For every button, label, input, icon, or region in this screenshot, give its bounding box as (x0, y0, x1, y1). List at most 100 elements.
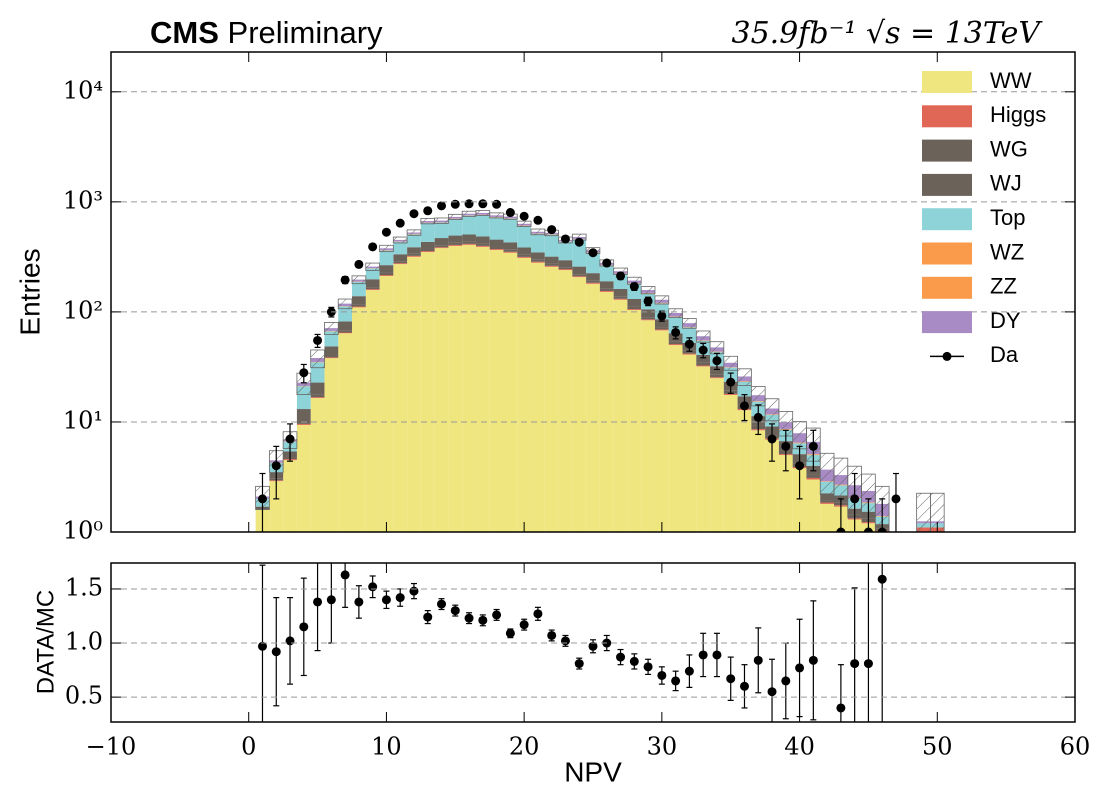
data-point (767, 687, 777, 697)
bar-segment (517, 247, 532, 255)
bar-segment (475, 236, 490, 244)
bar-segment (475, 245, 490, 247)
bar-segment (338, 321, 352, 331)
bar-segment (434, 248, 449, 532)
bar-segment (544, 256, 559, 264)
data-point (519, 211, 529, 221)
x-tick-label: 50 (922, 733, 953, 761)
bar-segment (420, 252, 435, 532)
bar-segment (324, 358, 339, 532)
data-point (423, 206, 433, 216)
data-point (671, 676, 681, 686)
data-point (409, 586, 419, 596)
y-tick-label: 1.5 (65, 573, 103, 601)
bar-segment (420, 248, 435, 252)
data-point (313, 335, 323, 345)
bar-segment (641, 320, 655, 532)
bar-segment (283, 460, 297, 532)
uncertainty-band (640, 286, 656, 295)
bar-segment (806, 474, 821, 478)
bar-segment (641, 317, 655, 320)
data-point (808, 441, 818, 451)
bar-segment (517, 256, 532, 258)
data-point (354, 597, 364, 607)
bar-segment (710, 374, 724, 378)
bar-segment (296, 423, 311, 425)
data-point (547, 225, 557, 235)
data-point (519, 620, 529, 630)
bar-segment (613, 298, 628, 300)
uncertainty-band (365, 262, 380, 271)
bar-segment (599, 281, 614, 289)
bar-segment (517, 257, 532, 532)
uncertainty-band (489, 212, 504, 219)
uncertainty-band (764, 398, 780, 422)
bar-segment (462, 215, 476, 235)
data-point (877, 574, 887, 584)
data-point (437, 599, 447, 609)
data-point (698, 345, 708, 355)
bar-segment (352, 306, 366, 308)
x-axis-label: NPV (564, 756, 622, 787)
uncertainty-band (833, 457, 849, 502)
bar-segment (558, 241, 573, 261)
bar-segment (352, 307, 366, 532)
data-point (478, 199, 488, 209)
data-point (271, 647, 281, 657)
data-point (381, 595, 391, 605)
y-tick-label: 10⁴ (63, 76, 103, 104)
data-point (450, 606, 460, 616)
bar-segment (352, 281, 366, 297)
bar-segment (393, 264, 408, 532)
data-point (588, 641, 598, 651)
data-point (671, 327, 681, 337)
uncertainty-band (819, 452, 835, 495)
data-point (753, 655, 763, 665)
uncertainty-band (695, 330, 711, 343)
bar-segment (475, 243, 490, 246)
x-tick-label: 20 (509, 733, 540, 761)
bar-segment (778, 455, 793, 532)
bar-segment (641, 309, 655, 318)
data-point (395, 593, 405, 603)
y-axis-label: Entries (14, 248, 45, 335)
bar-segment (420, 241, 435, 249)
uncertainty-band (379, 244, 394, 253)
uncertainty-band (420, 217, 436, 225)
data-point (767, 434, 777, 444)
bar-segment (682, 327, 697, 343)
bar-segment (365, 287, 380, 290)
data-point (698, 650, 708, 660)
bar-segment (448, 218, 463, 236)
bar-segment (531, 252, 545, 260)
bar-segment (379, 275, 394, 276)
data-point (643, 662, 653, 672)
uncertainty-band (916, 492, 931, 532)
legend-label: DY (990, 308, 1021, 333)
bar-segment (710, 378, 724, 532)
data-point (313, 597, 323, 607)
bar-segment (434, 247, 449, 249)
y-tick-label: 10⁰ (63, 517, 103, 545)
legend-swatch (922, 105, 972, 128)
bar-segment (352, 304, 366, 307)
bar-segment (531, 262, 545, 532)
bar-segment (654, 327, 669, 330)
bar-segment (407, 253, 421, 256)
legend-swatch (922, 242, 972, 265)
bar-segment (696, 366, 711, 532)
subtitle: Preliminary (228, 15, 384, 50)
bar-segment (489, 217, 504, 240)
data-point (726, 674, 736, 684)
y-axis-label: DATA/MC (32, 590, 59, 694)
bar-segment (407, 255, 421, 257)
data-point (450, 199, 460, 209)
bar-segment (531, 233, 545, 253)
bar-segment (434, 245, 449, 248)
bar-segment (379, 250, 394, 266)
data-point (409, 209, 419, 219)
data-point (299, 368, 309, 378)
bar-segment (393, 241, 408, 255)
bar-segment (462, 241, 476, 244)
bar-segment (393, 261, 408, 264)
